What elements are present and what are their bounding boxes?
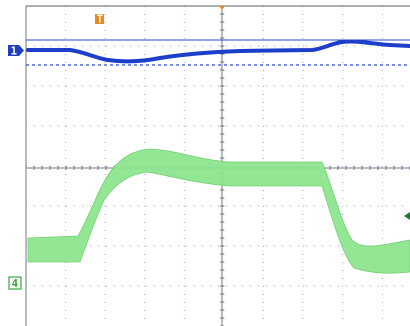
svg-text:1: 1 bbox=[11, 45, 18, 58]
ch1-waveform bbox=[26, 39, 410, 64]
ch1-ground-marker[interactable]: 1 bbox=[8, 45, 24, 58]
trigger-position-marker[interactable]: T bbox=[95, 13, 104, 26]
svg-text:T: T bbox=[97, 13, 104, 26]
horizontal-position-tick bbox=[219, 6, 225, 10]
ch4-trigger-level-marker[interactable] bbox=[404, 212, 410, 220]
ch4-waveform-envelope bbox=[27, 148, 410, 274]
svg-text:4: 4 bbox=[12, 277, 19, 290]
ch4-ground-marker[interactable]: 4 bbox=[8, 276, 22, 290]
